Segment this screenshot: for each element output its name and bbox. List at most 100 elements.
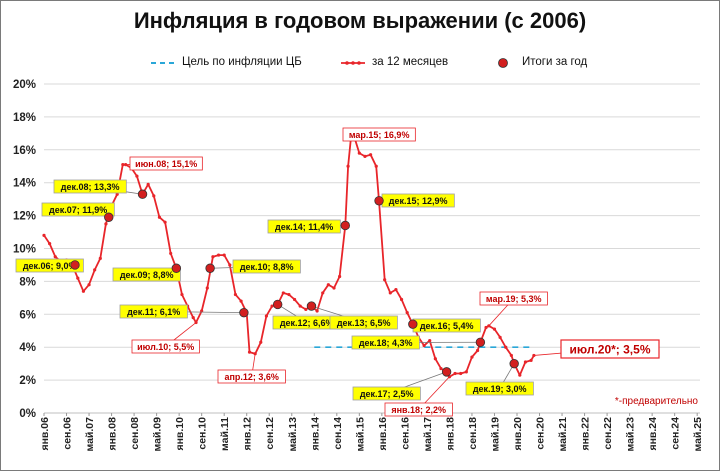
yearly-point	[475, 337, 486, 347]
x-tick-label: янв.20	[512, 417, 524, 451]
legend-swatch-monthly	[341, 61, 365, 65]
x-tick-label: янв.24	[647, 417, 659, 451]
annotation-label: дек.15; 12,9%	[389, 196, 448, 206]
monthly-point	[504, 345, 508, 349]
x-tick-label: янв.14	[309, 417, 321, 451]
monthly-point	[529, 358, 533, 362]
x-tick-label: янв.12	[242, 417, 254, 451]
x-tick-label: янв.06	[39, 417, 51, 451]
monthly-point	[509, 353, 513, 358]
annotation-label: мар.19; 5,3%	[486, 294, 542, 304]
monthly-point	[326, 283, 330, 287]
monthly-point	[115, 192, 119, 196]
monthly-point	[475, 348, 480, 353]
annotation-label: янв.18; 2,2%	[391, 405, 446, 415]
annotation-label: дек.16; 5,4%	[420, 321, 474, 331]
annotation-label: июл.10; 5,5%	[137, 342, 194, 352]
y-tick-label: 4%	[19, 342, 36, 354]
yearly-point	[272, 299, 283, 310]
annotation-box	[329, 315, 398, 330]
monthly-point	[259, 340, 263, 344]
monthly-point	[191, 315, 195, 320]
y-tick-label: 18%	[13, 112, 36, 124]
x-tick-label: май.25	[692, 417, 704, 452]
monthly-point	[346, 164, 350, 168]
x-tick-label: сен.14	[332, 417, 344, 450]
monthly-point	[368, 153, 373, 157]
monthly-point	[470, 355, 474, 359]
x-tick-label: сен.16	[399, 417, 411, 450]
monthly-point	[315, 309, 319, 313]
annotation-box	[119, 304, 188, 319]
annotation-label: дек.17; 2,5%	[360, 389, 414, 399]
annotation-box	[232, 259, 301, 274]
monthly-point	[388, 291, 392, 295]
annotation-label: дек.12; 6,6%	[280, 318, 334, 328]
x-tick-label: янв.16	[377, 417, 389, 451]
yearly-point	[408, 319, 418, 329]
annotation-label: дек.08; 13,3%	[61, 182, 120, 192]
monthly-point	[93, 268, 97, 272]
annotation-box	[217, 369, 286, 384]
monthly-point	[239, 299, 243, 303]
monthly-point	[292, 297, 297, 302]
monthly-point	[394, 288, 398, 292]
x-tick-label: май.13	[287, 417, 299, 452]
yearly-point	[306, 301, 317, 311]
annotation-label: дек.09; 8,8%	[120, 270, 174, 280]
x-tick-label: янв.18	[444, 417, 456, 451]
monthly-point	[428, 339, 432, 343]
yearly-point	[340, 220, 350, 231]
annotation-label: июл.20*; 3,5%	[570, 343, 651, 357]
annotation-box	[267, 219, 341, 234]
monthly-point	[247, 350, 252, 354]
x-tick-label: сен.08	[129, 417, 141, 450]
yearly-point	[205, 263, 215, 273]
monthly-point	[270, 304, 274, 308]
legend-label-monthly: за 12 месяцев	[372, 56, 449, 68]
x-tick-label: сен.10	[197, 417, 209, 450]
monthly-point	[157, 215, 162, 219]
annotation-label: дек.14; 11,4%	[275, 222, 333, 232]
monthly-point	[222, 253, 226, 257]
x-tick-label: сен.20	[535, 417, 547, 450]
monthly-point	[264, 314, 269, 318]
monthly-point	[152, 194, 156, 198]
annotation-box	[129, 156, 203, 171]
monthly-point	[332, 286, 336, 290]
monthly-point	[383, 278, 387, 282]
x-tick-label: сен.22	[602, 417, 614, 450]
annotation-label: дек.10; 8,8%	[240, 262, 294, 272]
annotation-label: дек.07; 11,9%	[49, 205, 107, 215]
x-tick-label: май.15	[354, 417, 366, 452]
monthly-point	[304, 307, 308, 311]
monthly-point	[357, 151, 361, 155]
annotation-box	[53, 179, 127, 194]
monthly-point	[98, 256, 102, 260]
monthly-point	[518, 373, 522, 377]
y-tick-label: 2%	[19, 375, 36, 387]
monthly-point	[42, 233, 46, 237]
monthly-point	[484, 325, 488, 330]
monthly-point	[87, 283, 91, 287]
monthly-point	[104, 222, 108, 226]
y-tick-label: 12%	[13, 211, 36, 223]
yearly-point	[70, 260, 80, 270]
y-tick-label: 14%	[13, 178, 36, 190]
yearly-point	[509, 358, 519, 369]
monthly-point	[298, 304, 302, 308]
yearly-point	[171, 263, 182, 273]
annotation-label: дек.13; 6,5%	[337, 318, 391, 328]
monthly-point	[453, 371, 457, 376]
chart-legend: Цель по инфляции ЦБ за 12 месяцев Итоги …	[150, 55, 620, 71]
monthly-point	[135, 174, 139, 178]
monthly-point	[523, 360, 528, 364]
annotation-box	[342, 127, 416, 142]
annotation-box	[560, 339, 660, 359]
x-tick-label: сен.06	[62, 417, 74, 450]
monthly-point	[228, 263, 232, 267]
x-tick-label: сен.12	[264, 417, 276, 450]
annotation-box	[41, 202, 115, 217]
chart-title: Инфляция в годовом выражении (с 2006)	[133, 8, 587, 33]
